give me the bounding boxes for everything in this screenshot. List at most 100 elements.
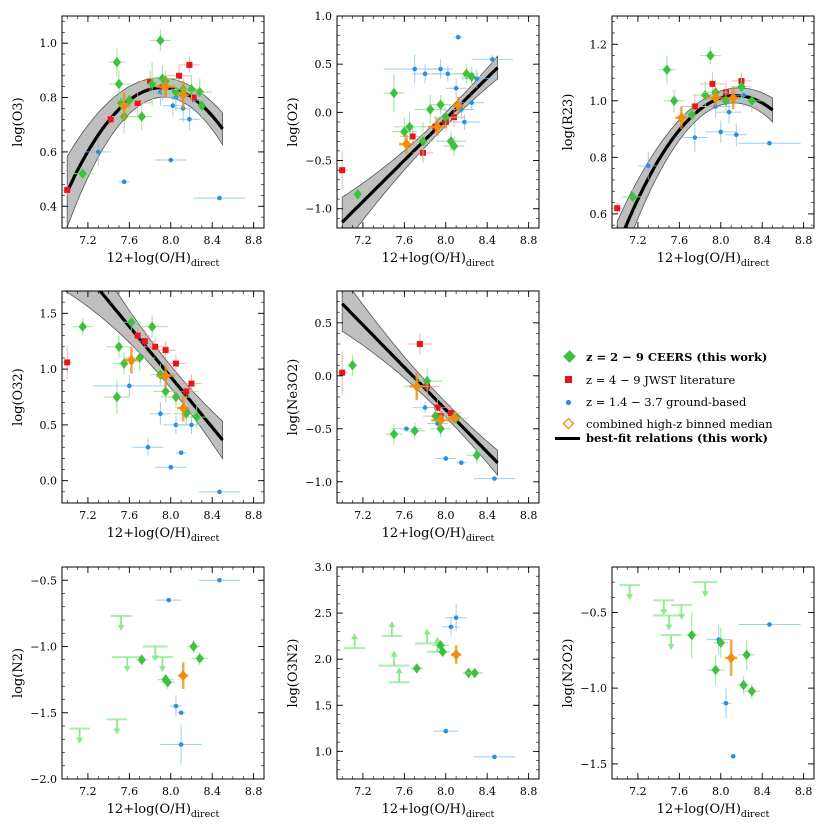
ground-point — [178, 450, 184, 456]
limit-arrow-head — [701, 591, 709, 598]
jwst-point — [190, 94, 197, 101]
ground-point — [443, 728, 449, 734]
x-tick-label: 7.6 — [121, 509, 139, 522]
ceers-point — [716, 637, 725, 648]
axes-frame — [61, 15, 265, 229]
x-axis-label: 12+log(O/H)direct — [382, 526, 495, 544]
ceers-point — [422, 375, 432, 387]
y-tick-label: −1.5 — [580, 758, 607, 771]
ground-point — [730, 753, 736, 759]
panel-o3: 7.2 7.6 8.0 8.4 8.8 0.4 0.6 0.8 1.0 12+log(O/H)di… — [11, 15, 265, 269]
y-tick-label: 3.0 — [315, 561, 333, 574]
ceers-point — [438, 646, 447, 657]
ground-point — [168, 157, 174, 163]
legend-label-ground: z = 1.4 − 3.7 ground-based — [586, 395, 747, 409]
ceers-point — [412, 663, 421, 674]
ground-point — [453, 615, 459, 620]
ceers-point — [78, 321, 87, 332]
jwst-point — [188, 380, 195, 387]
jwst-point — [339, 369, 346, 376]
binned-point — [178, 89, 188, 101]
y-tick-label: 1.0 — [315, 745, 333, 758]
x-axis-label-sub: direct — [466, 258, 495, 269]
ceers-point — [747, 685, 757, 697]
x-tick-label: 8.4 — [203, 509, 221, 522]
ground-point — [404, 426, 409, 432]
jwst-point — [134, 99, 141, 106]
y-tick-label: −0.5 — [30, 574, 57, 587]
y-tick-label: 0.0 — [315, 370, 333, 383]
x-tick-label: 8.4 — [478, 509, 496, 522]
panel-o2: 7.2 7.6 8.0 8.4 8.8 −1.0 −0.5 0.0 0.5 1.0 12+log(O… — [286, 10, 540, 269]
ceers-point — [112, 57, 122, 68]
binned-point — [728, 92, 738, 104]
panel-ne3o2: 7.2 7.6 8.0 8.4 8.8 −1.0 −0.5 0.0 0.5 12+log(O/H)… — [286, 290, 540, 544]
legend-item-ground: z = 1.4 − 3.7 ground-based — [565, 395, 747, 409]
ground-point — [173, 703, 179, 709]
limit-arrow-head — [158, 666, 166, 673]
x-axis-label-main: 12+log(O/H) — [382, 526, 466, 541]
limit-arrow-head — [626, 594, 634, 601]
x-axis-label-main: 12+log(O/H) — [382, 802, 466, 817]
x-tick-label: 8.0 — [162, 509, 180, 522]
jwst-point — [447, 409, 454, 416]
x-tick-label: 7.6 — [396, 234, 414, 247]
ceers-point — [163, 677, 172, 688]
jwst-point — [339, 167, 346, 174]
x-tick-label: 7.6 — [121, 785, 139, 798]
x-axis-label: 12+log(O/H)direct — [107, 802, 220, 820]
y-tick-label: 0.8 — [40, 92, 58, 105]
ground-point — [178, 710, 184, 716]
ceers-point — [187, 84, 196, 95]
legend-item-fit: best-fit relations (this work) — [555, 431, 768, 445]
ceers-point — [405, 121, 414, 133]
y-tick-label: 1.0 — [315, 10, 333, 23]
x-axis-label-main: 12+log(O/H) — [107, 251, 191, 266]
ground-point — [170, 103, 176, 108]
y-tick-label: 1.2 — [590, 38, 608, 51]
ceers-point — [467, 71, 476, 82]
ground-point — [438, 66, 443, 72]
y-tick-label: 0.6 — [40, 146, 58, 159]
jwst-point — [64, 186, 71, 193]
x-tick-label: 8.4 — [753, 234, 771, 247]
x-tick-label: 7.2 — [629, 234, 647, 247]
x-axis-label: 12+log(O/H)direct — [107, 526, 220, 544]
y-tick-label: 0.0 — [315, 106, 333, 119]
x-axis-label-sub: direct — [466, 809, 495, 820]
x-tick-label: 8.8 — [520, 785, 538, 798]
ceers-point — [669, 95, 679, 106]
legend-label-jwst: z = 4 − 9 JWST literature — [586, 373, 736, 387]
jwst-point — [152, 343, 159, 350]
jwst-point — [134, 332, 141, 339]
x-tick-label: 8.0 — [162, 785, 180, 798]
ceers-point — [687, 109, 696, 121]
legend: z = 2 − 9 CEERS (this work) z = 4 − 9 JW… — [555, 350, 773, 445]
ceers-point — [197, 100, 207, 111]
jwst-point — [141, 338, 148, 345]
x-axis-label: 12+log(O/H)direct — [657, 802, 770, 820]
y-tick-label: 0.5 — [315, 317, 333, 330]
ceers-point — [78, 168, 87, 179]
y-tick-label: −1.0 — [580, 682, 607, 695]
ground-point — [767, 140, 772, 146]
ceers-point — [171, 391, 181, 403]
x-axis-label-sub: direct — [741, 258, 770, 269]
ceers-point — [156, 35, 165, 46]
ground-point — [422, 71, 428, 77]
y-axis-label: log(R23) — [561, 94, 576, 151]
binned-point — [127, 354, 136, 366]
y-tick-label: 0.8 — [590, 151, 608, 164]
y-tick-label: 1.0 — [40, 363, 58, 376]
ceers-point — [739, 679, 748, 691]
ground-point — [189, 422, 194, 428]
x-axis-label-main: 12+log(O/H) — [657, 802, 741, 817]
plot-area-o3n2 — [344, 603, 516, 760]
ceers-point — [348, 360, 357, 371]
x-tick-label: 7.6 — [396, 785, 414, 798]
x-tick-label: 8.4 — [203, 785, 221, 798]
y-tick-label: 0.4 — [40, 200, 58, 213]
ceers-point — [687, 629, 696, 641]
fit-line — [341, 302, 499, 464]
